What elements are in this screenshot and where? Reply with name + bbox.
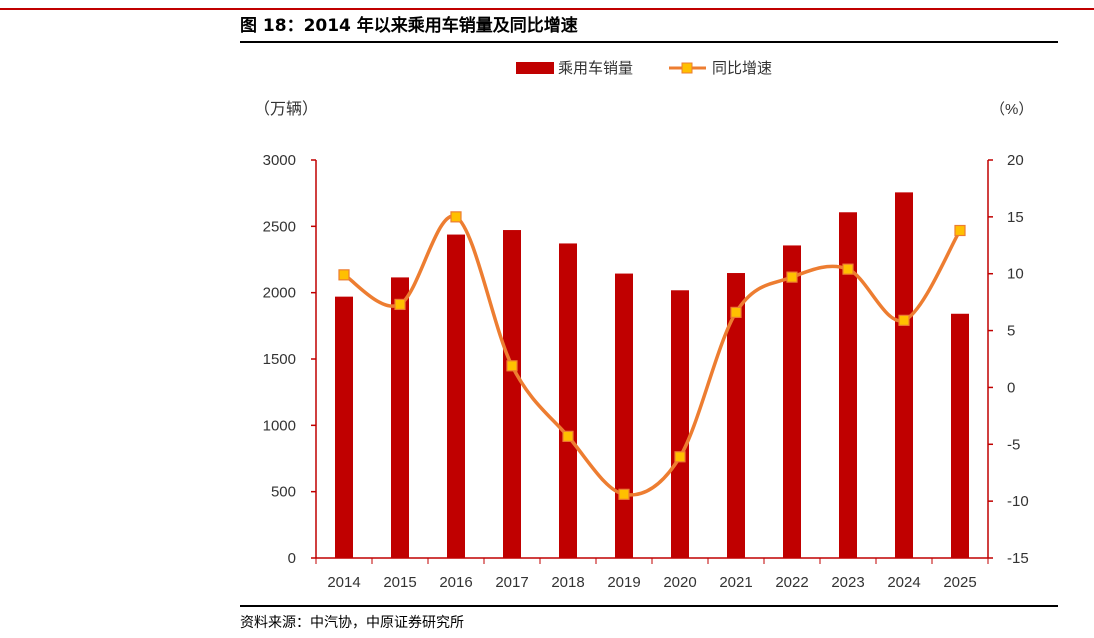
y-left-tick-label: 1000	[263, 417, 296, 434]
bar-2014	[335, 296, 353, 558]
bar-2017	[503, 230, 521, 558]
bar-2015	[391, 277, 409, 558]
y-right-tick-label: -10	[1007, 493, 1029, 510]
growth-point-2021	[730, 306, 742, 318]
y-right-tick-label: 10	[1007, 266, 1024, 283]
legend: 乘用车销量 同比增速	[516, 60, 772, 77]
growth-point-2017	[506, 360, 518, 372]
growth-point-2019	[618, 488, 630, 500]
bar-2021	[727, 273, 745, 558]
x-tick-label: 2025	[943, 574, 976, 591]
bar-2023	[839, 212, 857, 558]
legend-line-marker	[681, 62, 693, 74]
growth-point-2020	[674, 451, 686, 463]
y-left-tick-label: 500	[271, 484, 296, 501]
x-tick-label: 2022	[775, 574, 808, 591]
y-left-unit-label: （万辆）	[254, 100, 318, 118]
y-right-tick-label: 5	[1007, 323, 1015, 340]
y-left-tick-label: 3000	[263, 152, 296, 169]
bar-2019	[615, 273, 633, 558]
x-tick-label: 2015	[383, 574, 416, 591]
growth-point-2025	[954, 224, 966, 237]
chart-title: 图 18：2014 年以来乘用车销量及同比增速	[240, 16, 578, 36]
growth-point-2015	[394, 298, 406, 311]
bar-2020	[671, 290, 689, 558]
y-left-tick-label: 1500	[263, 351, 296, 368]
bar-series	[335, 192, 969, 559]
y-right-unit-label: （%）	[990, 101, 1033, 118]
y-left-tick-label: 2000	[263, 285, 296, 302]
growth-point-2024	[898, 314, 910, 326]
growth-point-2022	[786, 271, 798, 283]
bar-2022	[783, 245, 801, 559]
legend-bar-swatch	[516, 62, 554, 74]
y-right-tick-label: 15	[1007, 209, 1024, 226]
x-tick-label: 2020	[663, 574, 696, 591]
title-rule	[240, 41, 1058, 43]
bar-2018	[559, 243, 577, 558]
x-tick-label: 2017	[495, 574, 528, 591]
y-left-tick-label: 0	[288, 550, 296, 567]
x-tick-label: 2014	[327, 574, 360, 591]
line-series	[338, 211, 966, 500]
x-tick-label: 2016	[439, 574, 472, 591]
growth-point-2023	[842, 263, 854, 275]
top-rule	[0, 8, 1094, 10]
y-right-tick-label: 0	[1007, 379, 1015, 396]
x-tick-label: 2019	[607, 574, 640, 591]
y-right-tick-label: -5	[1007, 436, 1020, 453]
bar-2024	[895, 192, 913, 558]
x-tick-label: 2018	[551, 574, 584, 591]
y-left-tick-label: 2500	[263, 218, 296, 235]
bottom-rule	[240, 605, 1058, 607]
growth-line	[342, 214, 962, 497]
bar-2025	[951, 313, 969, 558]
source-note: 资料来源：中汽协，中原证券研究所	[240, 615, 464, 631]
growth-point-2018	[562, 430, 574, 442]
legend-line-label: 同比增速	[712, 60, 772, 77]
y-right-tick-label: -15	[1007, 550, 1029, 567]
x-tick-label: 2021	[719, 574, 752, 591]
x-tick-label: 2024	[887, 574, 920, 591]
axes: 30002500200015001000500020151050-5-10-15…	[263, 152, 1029, 591]
growth-point-2016	[450, 211, 462, 223]
x-tick-label: 2023	[831, 574, 864, 591]
y-right-tick-label: 20	[1007, 152, 1024, 169]
legend-bar-label: 乘用车销量	[558, 60, 633, 77]
bar-2016	[447, 234, 465, 559]
growth-point-2014	[338, 269, 350, 281]
